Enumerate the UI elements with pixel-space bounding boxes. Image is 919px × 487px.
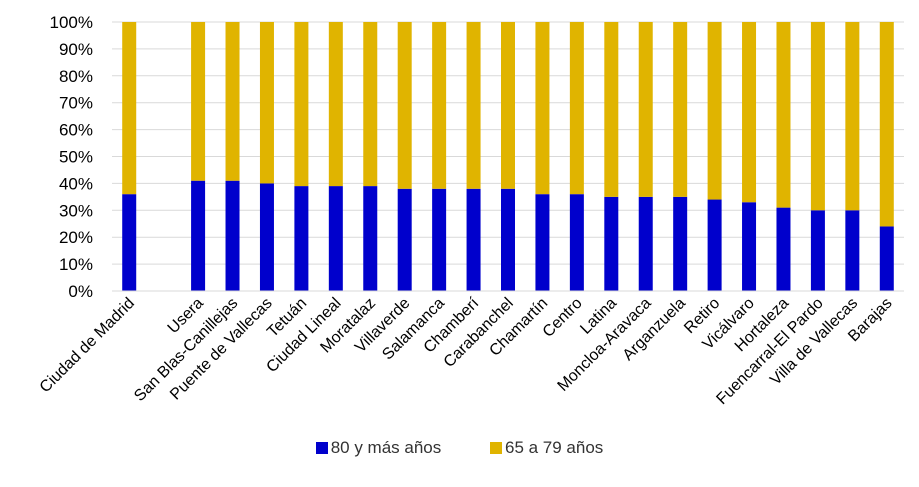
- bar-80-plus: [294, 186, 309, 291]
- bar-80-plus: [466, 188, 481, 291]
- bar-80-plus: [191, 180, 206, 291]
- bar-65-79: [810, 22, 825, 211]
- y-tick-label: 60%: [59, 121, 93, 140]
- bar-80-plus: [363, 186, 378, 291]
- bar-65-79: [466, 22, 481, 189]
- legend-swatch-80-plus: [315, 442, 328, 454]
- bar-80-plus: [432, 188, 447, 291]
- bar-65-79: [328, 22, 343, 187]
- bar-80-plus: [397, 188, 412, 291]
- bars: [122, 22, 894, 291]
- bar-65-79: [535, 22, 550, 195]
- bar-80-plus: [742, 202, 757, 291]
- bar-80-plus: [810, 210, 825, 291]
- bar-80-plus: [569, 194, 584, 291]
- bar-80-plus: [673, 196, 688, 291]
- bar-65-79: [501, 22, 515, 189]
- bar-80-plus: [122, 194, 137, 291]
- y-tick-label: 30%: [59, 201, 93, 220]
- bar-65-79: [569, 22, 584, 195]
- y-tick-label: 0%: [68, 282, 93, 301]
- legend-label-65-79: 65 a 79 años: [504, 438, 604, 457]
- legend: 80 y más años 65 a 79 años: [0, 438, 919, 458]
- bar-80-plus: [845, 210, 860, 291]
- bar-80-plus: [501, 188, 515, 291]
- bar-65-79: [432, 22, 447, 189]
- y-tick-label: 20%: [59, 228, 93, 247]
- y-tick-label: 50%: [59, 148, 93, 167]
- bar-65-79: [294, 22, 309, 187]
- x-tick-label: Ciudad de Madrid: [37, 295, 138, 396]
- bar-65-79: [122, 22, 137, 195]
- bar-65-79: [845, 22, 860, 211]
- y-tick-label: 90%: [59, 40, 93, 59]
- bar-65-79: [742, 22, 757, 203]
- bar-80-plus: [879, 226, 894, 291]
- bar-65-79: [191, 22, 206, 181]
- bar-80-plus: [225, 180, 240, 291]
- bar-65-79: [259, 22, 274, 184]
- bar-80-plus: [776, 207, 791, 291]
- y-tick-label: 10%: [59, 255, 93, 274]
- bar-80-plus: [604, 196, 619, 291]
- y-axis-ticks: 0% 10% 20% 30% 40% 50% 60% 70% 80% 90% 100%: [50, 13, 93, 301]
- legend-item-80-plus: 80 y más años: [315, 438, 442, 458]
- bar-65-79: [776, 22, 791, 208]
- y-tick-label: 40%: [59, 174, 93, 193]
- legend-swatch-65-79: [489, 442, 502, 454]
- bar-80-plus: [535, 194, 550, 291]
- bar-80-plus: [328, 186, 343, 291]
- bar-65-79: [673, 22, 688, 197]
- x-tick-label: Centro: [540, 295, 586, 341]
- bar-65-79: [363, 22, 378, 187]
- bar-65-79: [225, 22, 240, 181]
- bar-65-79: [397, 22, 412, 189]
- bar-80-plus: [259, 183, 274, 291]
- legend-label-80-plus: 80 y más años: [330, 438, 442, 457]
- y-tick-label: 80%: [59, 67, 93, 86]
- legend-item-65-79: 65 a 79 años: [489, 438, 604, 458]
- bar-80-plus: [638, 196, 653, 291]
- bar-65-79: [638, 22, 653, 197]
- bar-65-79: [879, 22, 894, 227]
- bar-65-79: [707, 22, 722, 200]
- y-tick-label: 70%: [59, 94, 93, 113]
- y-tick-label: 100%: [50, 13, 93, 32]
- bar-65-79: [604, 22, 619, 197]
- bar-80-plus: [707, 199, 722, 291]
